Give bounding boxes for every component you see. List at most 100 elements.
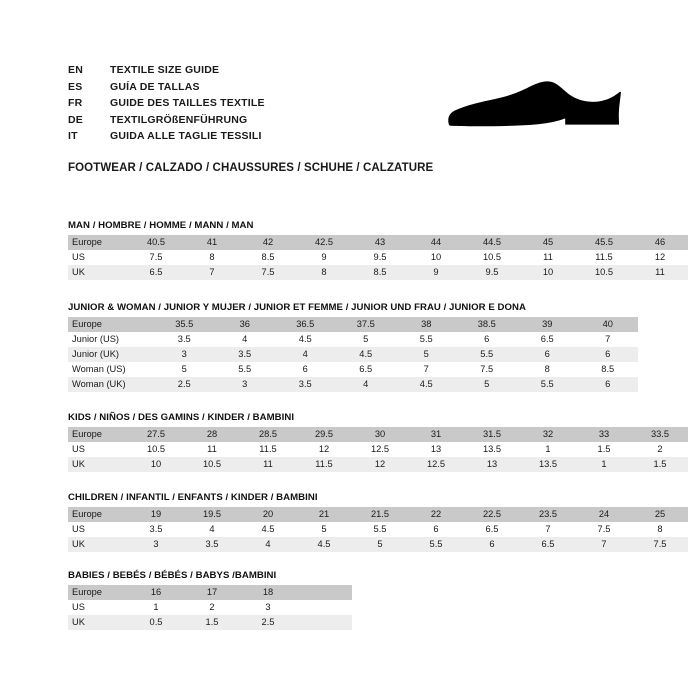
size-cell: 6 bbox=[275, 362, 336, 377]
size-cell: 12 bbox=[296, 442, 352, 457]
table-header-row: Europe 40.5 41 42 42.5 43 44 44.5 45 45.5 46 bbox=[68, 235, 688, 250]
row-label: UK bbox=[68, 457, 128, 472]
size-cell: 8.5 bbox=[240, 250, 296, 265]
table-header-row: Europe 16 17 18 bbox=[68, 585, 352, 600]
language-title: GUÍA DE TALLAS bbox=[110, 80, 200, 93]
size-table-title-man: MAN / HOMBRE / HOMME / MANN / MAN bbox=[68, 220, 254, 231]
size-cell: 10 bbox=[408, 250, 464, 265]
size-cell: 7.5 bbox=[632, 537, 688, 552]
table-row: Woman (UK) 2.5 3 3.5 4 4.5 5 5.5 6 bbox=[68, 377, 638, 392]
size-cell: 8 bbox=[632, 522, 688, 537]
size-cell: 6.5 bbox=[520, 537, 576, 552]
column-header-cell: 28.5 bbox=[240, 427, 296, 442]
column-header-cell: 45 bbox=[520, 235, 576, 250]
size-cell: 8 bbox=[184, 250, 240, 265]
size-cell: 3 bbox=[214, 377, 275, 392]
size-cell: 3.5 bbox=[184, 537, 240, 552]
size-cell: 7 bbox=[184, 265, 240, 280]
size-cell: 8.5 bbox=[352, 265, 408, 280]
size-cell: 5.5 bbox=[214, 362, 275, 377]
size-cell: 6 bbox=[577, 377, 638, 392]
size-cell: 6 bbox=[464, 537, 520, 552]
column-header-cell: 17 bbox=[184, 585, 240, 600]
size-cell: 6.5 bbox=[128, 265, 184, 280]
size-cell: 2.5 bbox=[240, 615, 296, 630]
size-cell: 10.5 bbox=[184, 457, 240, 472]
language-code: IT bbox=[68, 130, 78, 142]
column-header-cell: 36.5 bbox=[275, 317, 336, 332]
size-cell: 7 bbox=[396, 362, 457, 377]
size-cell: 6.5 bbox=[335, 362, 396, 377]
size-cell: 3.5 bbox=[214, 347, 275, 362]
language-code: ES bbox=[68, 80, 83, 93]
row-label: US bbox=[68, 522, 128, 537]
row-label: Europe bbox=[68, 585, 128, 600]
row-label: UK bbox=[68, 537, 128, 552]
size-cell: 4.5 bbox=[396, 377, 457, 392]
column-header-cell: 31 bbox=[408, 427, 464, 442]
column-header-cell: 37.5 bbox=[335, 317, 396, 332]
size-cell: 5.5 bbox=[396, 332, 457, 347]
size-table-block-man: MAN / HOMBRE / HOMME / MANN / MAN Europe 4… bbox=[68, 220, 688, 280]
size-cell: 11 bbox=[520, 250, 576, 265]
column-header-cell: 27.5 bbox=[128, 427, 184, 442]
size-table-block-babies: BABIES / BEBÉS / BÉBÉS / BABYS /BAMBINI E… bbox=[68, 570, 352, 630]
language-title: GUIDE DES TAILLES TEXTILE bbox=[110, 97, 265, 109]
size-cell: 2 bbox=[184, 600, 240, 615]
column-header-cell: 22 bbox=[408, 507, 464, 522]
column-header-cell: 20 bbox=[240, 507, 296, 522]
language-row: DE TEXTILGRÖßENFÜHRUNG bbox=[68, 114, 428, 131]
size-table-kids: Europe 27.5 28 28.5 29.5 30 31 31.5 32 33 33.5 US 10… bbox=[68, 427, 688, 472]
table-row: US 7.5 8 8.5 9 9.5 10 10.5 11 11.5 12 bbox=[68, 250, 688, 265]
row-label: US bbox=[68, 600, 128, 615]
size-cell: 4 bbox=[275, 347, 336, 362]
column-header-cell: 28 bbox=[184, 427, 240, 442]
size-cell: 11 bbox=[632, 265, 688, 280]
size-cell: 13.5 bbox=[520, 457, 576, 472]
size-cell: 9 bbox=[296, 250, 352, 265]
size-cell: 10.5 bbox=[576, 265, 632, 280]
column-header-cell: 44 bbox=[408, 235, 464, 250]
size-cell: 10 bbox=[520, 265, 576, 280]
table-row: UK 6.5 7 7.5 8 8.5 9 9.5 10 10.5 11 bbox=[68, 265, 688, 280]
size-cell: 5.5 bbox=[517, 377, 578, 392]
table-row: US 1 2 3 bbox=[68, 600, 352, 615]
size-cell: 12.5 bbox=[352, 442, 408, 457]
size-cell: 11.5 bbox=[296, 457, 352, 472]
column-header-cell: 41 bbox=[184, 235, 240, 250]
size-table-title-junior-woman: JUNIOR & WOMAN / JUNIOR Y MUJER / JUNIOR… bbox=[68, 302, 526, 313]
size-cell: 6.5 bbox=[517, 332, 578, 347]
column-header-cell: 19 bbox=[128, 507, 184, 522]
size-cell: 9 bbox=[408, 265, 464, 280]
size-cell: 2 bbox=[632, 442, 688, 457]
row-label: Woman (UK) bbox=[68, 377, 154, 392]
row-label: Europe bbox=[68, 507, 128, 522]
language-title: TEXTILE SIZE GUIDE bbox=[110, 64, 220, 76]
size-cell: 5.5 bbox=[352, 522, 408, 537]
row-label: US bbox=[68, 442, 128, 457]
language-title: TEXTILGRÖßENFÜHRUNG bbox=[110, 113, 248, 126]
column-header-cell bbox=[296, 585, 352, 600]
language-code: EN bbox=[68, 64, 83, 76]
language-code: FR bbox=[68, 97, 83, 109]
row-label: Europe bbox=[68, 427, 128, 442]
size-cell: 7.5 bbox=[240, 265, 296, 280]
size-cell: 13 bbox=[408, 442, 464, 457]
size-cell bbox=[296, 600, 352, 615]
size-cell: 6.5 bbox=[464, 522, 520, 537]
row-label: Junior (US) bbox=[68, 332, 154, 347]
size-cell: 3.5 bbox=[275, 377, 336, 392]
size-cell: 3.5 bbox=[128, 522, 184, 537]
column-header-cell: 25 bbox=[632, 507, 688, 522]
size-cell: 10.5 bbox=[464, 250, 520, 265]
size-cell: 4.5 bbox=[335, 347, 396, 362]
size-cell: 4 bbox=[214, 332, 275, 347]
size-cell: 12 bbox=[632, 250, 688, 265]
size-cell: 5 bbox=[456, 377, 517, 392]
size-cell: 7.5 bbox=[456, 362, 517, 377]
size-cell: 5 bbox=[335, 332, 396, 347]
size-cell: 4.5 bbox=[275, 332, 336, 347]
size-cell: 10 bbox=[128, 457, 184, 472]
size-cell: 1 bbox=[576, 457, 632, 472]
size-cell: 10.5 bbox=[128, 442, 184, 457]
